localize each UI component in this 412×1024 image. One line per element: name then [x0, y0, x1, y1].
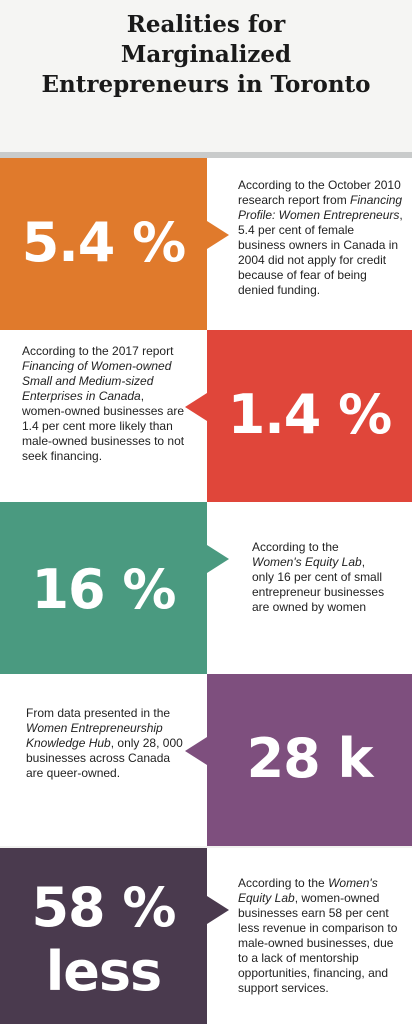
page-title: Realities for Marginalized Entrepreneurs…: [41, 11, 371, 98]
stat-block-orange: [0, 158, 207, 330]
stat-value: 5.4 %: [21, 211, 187, 274]
stat-row-4: 28 k From data presented in the Women En…: [0, 674, 412, 846]
callout-arrow: [185, 393, 207, 421]
title-divider: [0, 152, 412, 158]
stat-value: 28 k: [246, 727, 374, 790]
callout-arrow: [207, 545, 229, 573]
stat-value-line-2: less: [45, 940, 162, 1003]
stat-description: According to the Women's Equity Lab, onl…: [252, 540, 385, 614]
source-title: Financing Profile: Women Entrepreneurs: [238, 193, 403, 222]
stat-row-3: 16 % According to the Women's Equity Lab…: [0, 502, 412, 674]
text-block: [207, 502, 412, 674]
stat-block-dark-purple: [0, 848, 207, 1024]
stat-value: 58 % less: [0, 876, 207, 1004]
callout-arrow: [207, 896, 229, 924]
source-title: Women's Equity Lab: [238, 876, 378, 905]
stat-description: According to the Women's Equity Lab, wom…: [238, 876, 398, 995]
stat-value: 1.4 %: [227, 383, 393, 446]
callout-arrow: [185, 737, 207, 765]
stat-description: According to the October 2010 research r…: [238, 178, 403, 297]
stat-block-green: [0, 502, 207, 674]
stat-row-1: 5.4 % According to the October 2010 rese…: [0, 158, 412, 330]
stat-row-2: 1.4 % According to the 2017 report Finan…: [0, 330, 412, 502]
callout-arrow: [207, 221, 229, 249]
stat-value-line-1: 58 %: [31, 876, 176, 939]
title-area: Realities for Marginalized Entrepreneurs…: [0, 0, 412, 152]
text-block: [0, 674, 207, 846]
stat-block-purple: [207, 674, 412, 846]
stat-value: 16 %: [31, 558, 176, 621]
text-block: [207, 158, 412, 330]
stat-description: According to the 2017 report Financing o…: [22, 344, 185, 463]
stat-row-5: 58 % less According to the Women's Equit…: [0, 848, 412, 1024]
stat-block-red: [207, 330, 412, 502]
stat-description: From data presented in the Women Entrepr…: [26, 706, 183, 780]
source-title: Financing of Women-owned Small and Mediu…: [22, 359, 172, 403]
text-block: [0, 330, 207, 502]
text-block: [207, 848, 412, 1024]
source-title: Women Entrepreneurship Knowledge Hub: [26, 721, 163, 750]
source-title: Women's Equity Lab: [252, 555, 362, 569]
